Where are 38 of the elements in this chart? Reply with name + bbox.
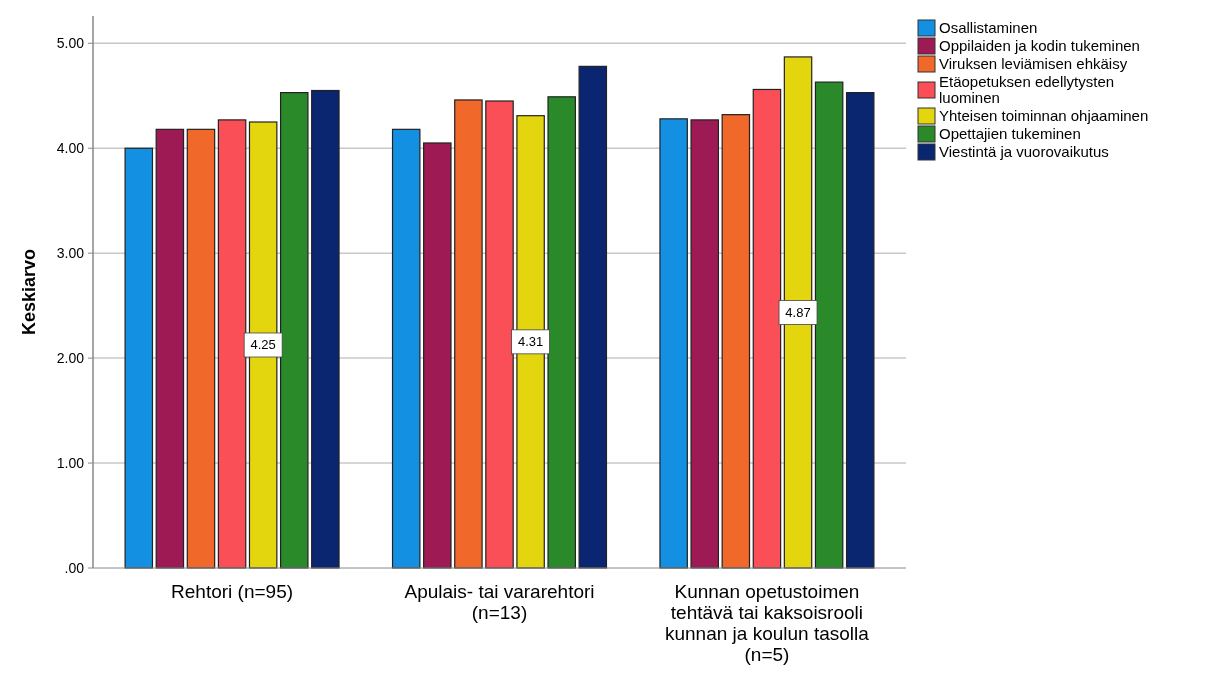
y-axis-title: Keskiarvo [19, 248, 39, 336]
bar [279, 92, 309, 569]
bar [217, 119, 247, 569]
bar [454, 99, 483, 569]
y-tick-label: .00 [64, 560, 85, 576]
bar [423, 142, 452, 569]
x-tick-label: Kunnan opetustoimen tehtävä tai kaksoisrooli kunnan ja koulun tasolla (n=5) [665, 581, 870, 665]
legend-label: Oppilaiden ja kodin tukeminen [939, 37, 1140, 54]
bar [814, 81, 844, 569]
legend-label: Yhteisen toiminnan ohjaaminen [939, 107, 1149, 124]
y-tick-label: 2.00 [56, 350, 85, 367]
data-label: 4.25 [250, 337, 276, 353]
bar [186, 128, 216, 569]
x-tick-label: Rehtori (n=95) [171, 581, 294, 602]
legend-label: Viestintä ja vuorovaikutus [939, 143, 1109, 160]
bar [752, 88, 782, 569]
bar [485, 100, 514, 569]
bar [721, 114, 751, 569]
y-tick-label: 3.00 [56, 245, 85, 262]
bar [155, 128, 185, 569]
data-label: 4.87 [785, 304, 811, 320]
bar [690, 119, 720, 569]
legend-label: Opettajien tukeminen [939, 125, 1081, 142]
bar [124, 147, 154, 569]
bar [311, 89, 340, 569]
bar [845, 92, 875, 569]
x-tick-label: Apulais- tai vararehtori (n=13) [404, 581, 595, 623]
legend-label: Viruksen leviämisen ehkäisy [939, 55, 1128, 72]
bar [578, 65, 608, 569]
data-label: 4.31 [517, 334, 544, 350]
y-tick-label: 4.00 [56, 140, 85, 157]
bar [391, 128, 421, 569]
y-tick-label: 5.00 [56, 35, 85, 52]
legend-label: Osallistaminen [939, 19, 1038, 36]
bar [547, 96, 576, 569]
legend-label: Etäopetuksen edellytysten luominen [939, 73, 1115, 106]
y-tick-label: 1.00 [56, 455, 85, 472]
bar [659, 118, 688, 569]
